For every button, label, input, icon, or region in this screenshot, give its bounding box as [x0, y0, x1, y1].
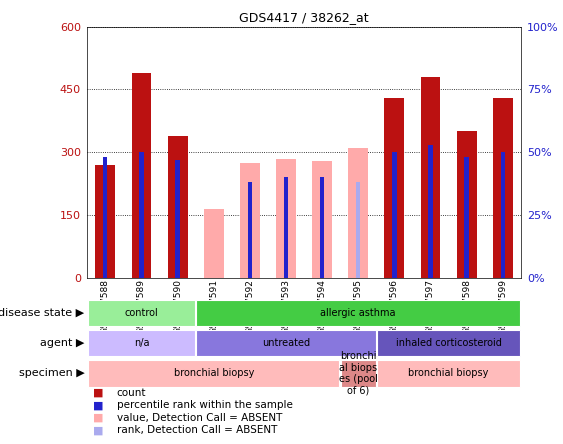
Bar — [377, 330, 520, 357]
Text: value, Detection Call = ABSENT: value, Detection Call = ABSENT — [117, 413, 282, 423]
Bar — [103, 157, 108, 278]
Bar — [176, 160, 180, 278]
Bar — [88, 360, 339, 387]
Bar — [312, 161, 332, 278]
Bar — [88, 300, 195, 326]
Bar — [240, 163, 260, 278]
Bar — [421, 77, 440, 278]
Bar — [320, 178, 324, 278]
Bar — [276, 159, 296, 278]
Text: rank, Detection Call = ABSENT: rank, Detection Call = ABSENT — [117, 425, 277, 435]
Bar — [385, 98, 404, 278]
Text: ■: ■ — [93, 388, 104, 398]
Bar — [348, 148, 368, 278]
Text: percentile rank within the sample: percentile rank within the sample — [117, 400, 292, 410]
Bar — [196, 330, 376, 357]
Text: allergic asthma: allergic asthma — [320, 308, 396, 318]
Text: specimen ▶: specimen ▶ — [19, 369, 84, 378]
Bar — [95, 165, 115, 278]
Text: untreated: untreated — [262, 338, 310, 348]
Bar — [88, 330, 195, 357]
Bar — [139, 152, 144, 278]
Bar — [168, 135, 187, 278]
Text: ■: ■ — [93, 425, 104, 435]
Bar — [501, 152, 505, 278]
Text: inhaled corticosteroid: inhaled corticosteroid — [396, 338, 502, 348]
Bar — [284, 178, 288, 278]
Bar — [457, 131, 476, 278]
Title: GDS4417 / 38262_at: GDS4417 / 38262_at — [239, 11, 369, 24]
Text: bronchial biopsy: bronchial biopsy — [173, 369, 254, 378]
Text: bronchial biopsy: bronchial biopsy — [408, 369, 489, 378]
Text: control: control — [124, 308, 158, 318]
Bar — [377, 360, 520, 387]
Bar — [356, 182, 360, 278]
Text: disease state ▶: disease state ▶ — [0, 308, 84, 318]
Bar — [341, 360, 376, 387]
Bar — [493, 98, 513, 278]
Bar — [132, 73, 151, 278]
Bar — [196, 300, 520, 326]
Text: agent ▶: agent ▶ — [40, 338, 84, 348]
Bar — [392, 152, 396, 278]
Text: bronchi
al biops
es (pool
of 6): bronchi al biops es (pool of 6) — [339, 351, 378, 396]
Text: count: count — [117, 388, 146, 398]
Bar — [464, 157, 469, 278]
Text: ■: ■ — [93, 400, 104, 410]
Bar — [204, 209, 224, 278]
Bar — [428, 145, 432, 278]
Text: n/a: n/a — [133, 338, 149, 348]
Text: ■: ■ — [93, 413, 104, 423]
Bar — [248, 182, 252, 278]
